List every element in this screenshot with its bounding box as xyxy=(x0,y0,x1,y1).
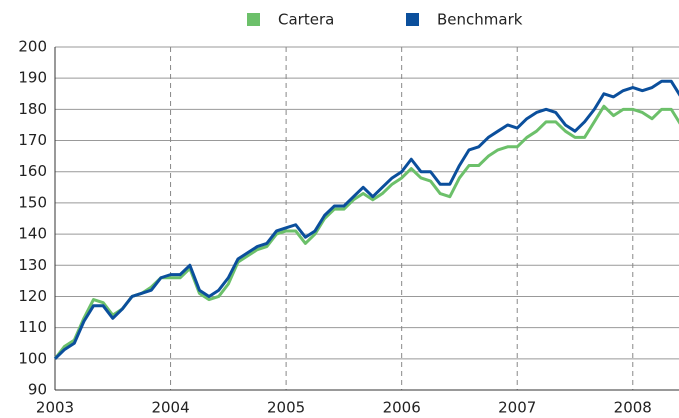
y-tick-label: 180 xyxy=(18,100,47,118)
legend-swatch xyxy=(406,13,419,26)
x-tick-label: 2008 xyxy=(614,399,652,417)
x-tick-label: 2007 xyxy=(498,399,536,417)
y-tick-label: 200 xyxy=(18,38,47,56)
x-tick-label: 2006 xyxy=(383,399,421,417)
y-tick-label: 90 xyxy=(28,381,47,399)
y-tick-label: 190 xyxy=(18,69,47,87)
series-line xyxy=(53,104,679,360)
legend-label: Benchmark xyxy=(437,11,523,29)
y-tick-label: 120 xyxy=(18,287,47,305)
y-tick-label: 100 xyxy=(18,349,47,367)
x-tick-label: 2003 xyxy=(36,399,74,417)
legend-label: Cartera xyxy=(278,11,334,29)
y-tick-label: 130 xyxy=(18,256,47,274)
legend-swatch xyxy=(247,13,260,26)
x-tick-label: 2004 xyxy=(151,399,189,417)
y-tick-label: 160 xyxy=(18,162,47,180)
series-line xyxy=(53,79,679,360)
y-tick-label: 170 xyxy=(18,131,47,149)
y-tick-label: 150 xyxy=(18,193,47,211)
y-tick-label: 110 xyxy=(18,318,47,336)
y-tick-label: 140 xyxy=(18,225,47,243)
x-tick-label: 2005 xyxy=(267,399,305,417)
